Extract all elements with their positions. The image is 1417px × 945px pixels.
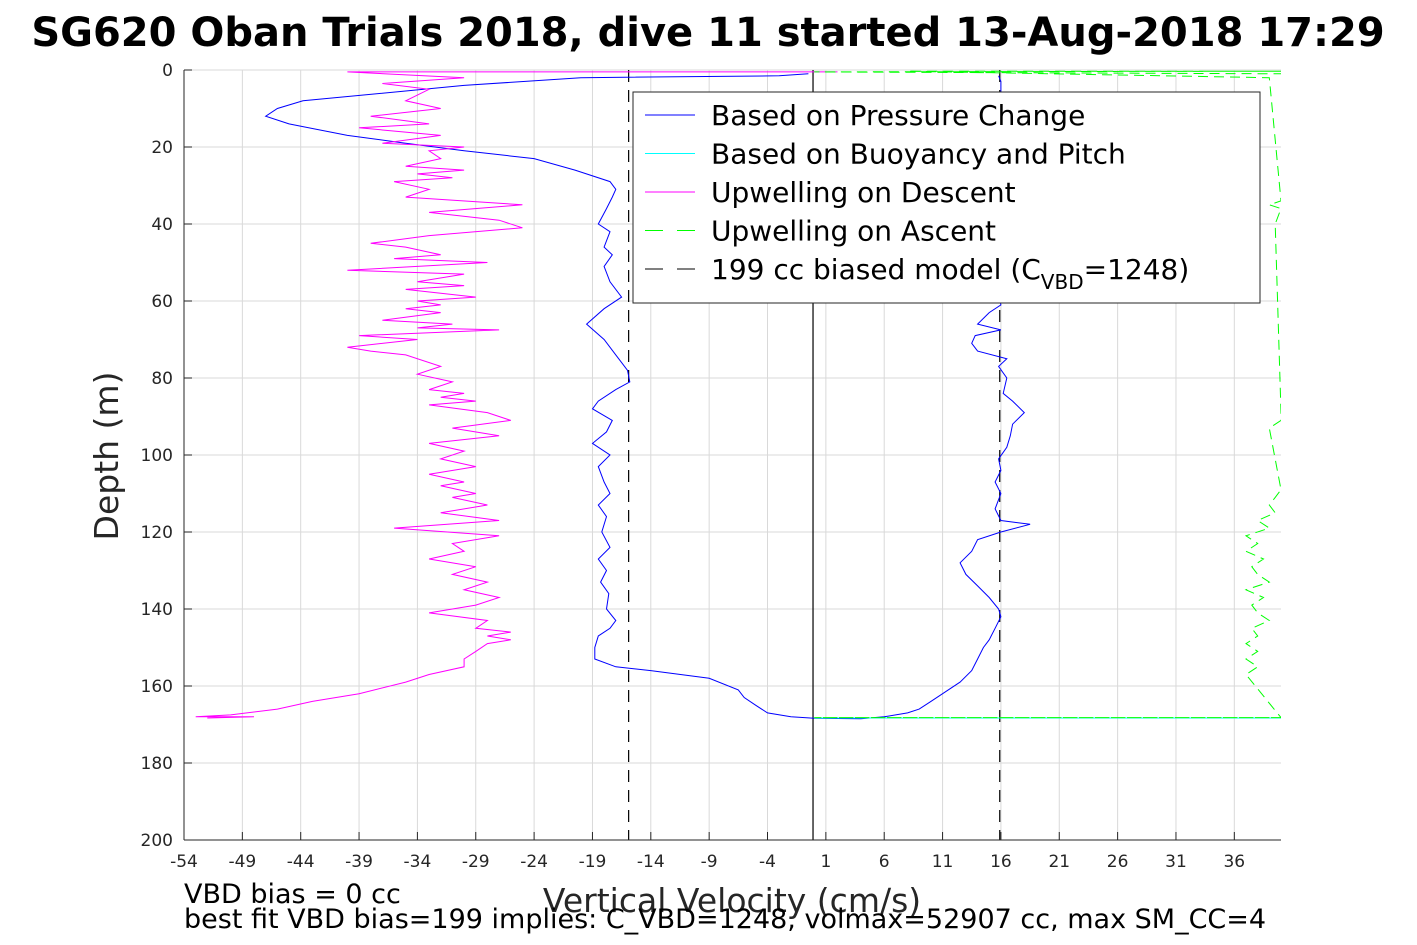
x-axis-ticks: -54 -49 -44 -39 -34 -29 -24 -19 -14 -9 -4 1 6 11 16 21 2…	[170, 832, 1245, 872]
x-tick-label: -24	[520, 852, 548, 872]
y-axis-label: Depth (m)	[87, 372, 126, 541]
x-tick-label: 6	[879, 852, 890, 872]
y-tick-label: 160	[141, 677, 173, 697]
series-line	[195, 71, 838, 719]
legend: Based on Pressure Change Based on Buoyanc…	[632, 91, 1261, 304]
x-tick-label: 31	[1165, 852, 1187, 872]
legend-box	[632, 91, 1261, 304]
x-tick-label: 1	[820, 852, 831, 872]
x-tick-label: -34	[404, 852, 432, 872]
series-line	[814, 70, 1281, 719]
x-tick-label: 16	[990, 852, 1012, 872]
y-axis-ticks: 0 20 40 60 80 100 120 140 160 180 200	[141, 61, 192, 851]
legend-label: Based on Buoyancy and Pitch	[711, 138, 1126, 171]
x-tick-label: 26	[1107, 852, 1129, 872]
fit-note: best fit VBD bias=199 implies: C_VBD=124…	[184, 904, 1266, 935]
legend-label: Upwelling on Ascent	[711, 215, 996, 248]
y-tick-label: 200	[141, 831, 173, 851]
y-tick-label: 140	[141, 600, 173, 620]
y-tick-label: 60	[151, 292, 173, 312]
x-tick-label: -54	[170, 852, 198, 872]
bias-note: VBD bias = 0 cc	[184, 879, 401, 910]
x-axis-label: Vertical Velocity (cm/s)	[543, 881, 921, 920]
x-tick-label: -44	[287, 852, 315, 872]
x-tick-label: -19	[579, 852, 607, 872]
x-tick-label: -39	[345, 852, 373, 872]
y-tick-label: 20	[151, 138, 173, 158]
y-tick-label: 180	[141, 754, 173, 774]
x-tick-label: -9	[701, 852, 718, 872]
chart-title: SG620 Oban Trials 2018, dive 11 started …	[31, 10, 1384, 56]
x-tick-label: 36	[1223, 852, 1245, 872]
x-tick-label: -29	[462, 852, 490, 872]
x-tick-label: 11	[932, 852, 954, 872]
legend-label: Based on Pressure Change	[711, 99, 1085, 132]
y-tick-label: 80	[151, 369, 173, 389]
legend-label: Upwelling on Descent	[711, 176, 1016, 209]
x-tick-label: 21	[1048, 852, 1070, 872]
y-tick-label: 120	[141, 523, 173, 543]
x-tick-label: -4	[759, 852, 776, 872]
x-tick-label: -49	[228, 852, 256, 872]
y-tick-label: 0	[162, 61, 173, 81]
x-tick-label: -14	[637, 852, 665, 872]
y-tick-label: 40	[151, 215, 173, 235]
y-tick-label: 100	[141, 446, 173, 466]
